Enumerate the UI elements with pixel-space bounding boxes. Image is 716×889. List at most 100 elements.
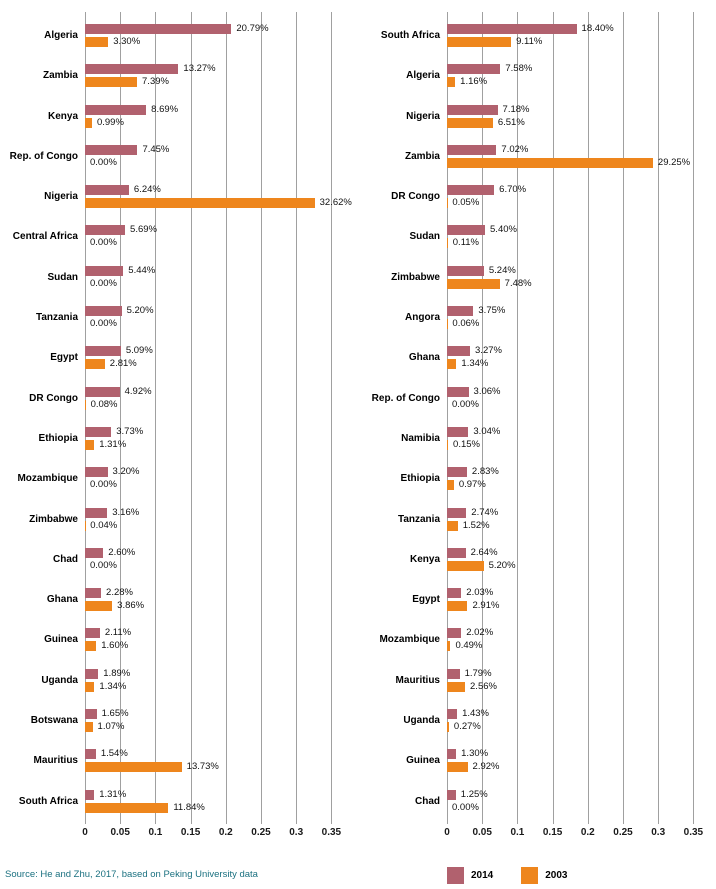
bar-line-2014: 6.70% (447, 185, 716, 196)
value-label-2003: 0.00% (90, 156, 117, 168)
gridline (261, 12, 262, 824)
bar-2014 (85, 24, 232, 34)
value-label-2003: 13.73% (186, 761, 219, 773)
bar-2003 (85, 681, 95, 692)
bar-group: 3.27% 1.34% (447, 346, 716, 372)
bar-group: 6.24% 32.62% (85, 185, 358, 211)
value-label-2003: 0.00% (90, 318, 117, 330)
bar-line-2003: 0.00% (85, 238, 358, 248)
bar-group: 7.58% 1.16% (447, 64, 716, 90)
bar-line-2003: 0.00% (447, 399, 716, 410)
value-label-2014: 3.16% (112, 506, 140, 518)
bar-2014 (447, 588, 462, 599)
country-label: Guinea (406, 755, 440, 767)
bar-2003 (447, 641, 451, 652)
bar-2014 (447, 709, 458, 720)
value-label-2014: 1.89% (103, 667, 131, 679)
x-tick-label: 0 (444, 827, 450, 838)
value-label-2003: 0.00% (90, 237, 117, 249)
bar-2014 (447, 64, 501, 75)
country-row: South Africa 1.31% 11.84% (0, 778, 358, 818)
value-label-2014: 2.02% (466, 627, 494, 639)
x-tick-label: 0.35 (683, 827, 704, 838)
country-label: South Africa (18, 795, 78, 807)
bar-2014 (447, 749, 457, 760)
value-label-2014: 8.69% (151, 103, 179, 115)
bar-2014 (447, 789, 456, 800)
country-label: Algeria (406, 70, 440, 82)
value-label-2014: 2.28% (106, 587, 133, 599)
bar-line-2014: 2.83% (447, 467, 716, 478)
bar-2003 (85, 439, 95, 450)
value-label-2014: 20.79% (236, 23, 269, 34)
bar-line-2014: 5.24% (447, 264, 716, 276)
bar-line-2014: 2.74% (447, 506, 716, 518)
legend-swatch-2014 (447, 867, 464, 884)
value-label-2014: 5.40% (490, 224, 517, 236)
x-tick-label: 0.05 (110, 827, 130, 838)
bar-group: 3.73% 1.31% (85, 426, 358, 453)
value-label-2014: 5.24% (488, 264, 516, 276)
bar-2014 (85, 386, 120, 397)
country-row: DR Congo 6.70% 0.05% (358, 173, 716, 213)
bar-line-2003: 0.11% (447, 237, 716, 249)
value-label-2003: 0.11% (452, 237, 479, 249)
bar-line-2003: 29.25% (447, 157, 716, 168)
x-axis-ticks: 0 0.05 0.1 0.15 0.2 0.25 0.3 0.35 (82, 827, 341, 841)
value-label-2014: 6.24% (133, 184, 161, 196)
value-label-2003: 0.04% (90, 519, 118, 531)
country-label: Nigeria (406, 110, 440, 122)
value-label-2014: 7.45% (142, 143, 170, 155)
value-label-2003: 0.00% (90, 559, 117, 571)
value-label-2014: 5.20% (126, 305, 154, 317)
country-label: Kenya (409, 553, 440, 565)
gridline (85, 12, 86, 824)
bar-2003 (447, 359, 457, 370)
bar-group: 1.30% 2.92% (447, 749, 716, 775)
bar-group: 4.92% 0.08% (85, 386, 358, 413)
bar-2003 (447, 722, 449, 733)
bar-group: 3.75% 0.06% (447, 306, 716, 332)
country-row: Uganda 1.43% 0.27% (358, 697, 716, 737)
value-label-2014: 1.65% (101, 708, 129, 720)
bar-line-2003: 0.05% (447, 198, 716, 209)
bar-line-2003: 2.91% (447, 601, 716, 612)
bar-line-2003: 7.48% (447, 278, 716, 289)
bar-line-2003: 0.00% (85, 156, 358, 168)
bar-2003 (85, 359, 105, 370)
country-label: Ghana (408, 352, 440, 364)
bar-line-2003: 0.49% (447, 641, 716, 652)
bar-2014 (447, 225, 486, 236)
value-label-2014: 7.02% (501, 143, 529, 155)
value-label-2003: 0.06% (452, 318, 480, 330)
country-row: Sudan 5.44% 0.00% (0, 254, 358, 294)
country-label: Zambia (404, 150, 440, 162)
country-row: Zambia 13.27% 7.39% (0, 52, 358, 92)
bar-line-2014: 2.60% (85, 547, 358, 558)
bar-line-2003: 0.99% (85, 117, 358, 128)
bar-group: 7.45% 0.00% (85, 143, 358, 171)
country-row: DR Congo 4.92% 0.08% (0, 375, 358, 415)
bar-2014 (447, 144, 497, 155)
bar-line-2014: 1.30% (447, 749, 716, 760)
value-label-2003: 7.39% (142, 76, 169, 88)
rows: South Africa 18.40% 9.11% Algeria 7.58% 1.16%… (358, 0, 716, 818)
bar-line-2014: 1.54% (85, 749, 358, 760)
bar-2014 (85, 144, 138, 155)
bar-group: 6.70% 0.05% (447, 185, 716, 211)
country-row: Algeria 20.79% 3.30% (0, 12, 358, 52)
x-tick-label: 0.1 (510, 827, 525, 838)
country-label: Mauritius (33, 755, 78, 767)
value-label-2014: 2.74% (471, 506, 499, 518)
bar-line-2014: 1.43% (447, 709, 716, 720)
bar-2003 (447, 238, 448, 249)
bar-line-2003: 0.27% (447, 722, 716, 733)
bar-line-2014: 2.03% (447, 588, 716, 599)
bar-2014 (85, 225, 126, 236)
bar-2003 (447, 560, 484, 571)
country-row: Zambia 7.02% 29.25% (358, 133, 716, 173)
bar-group: 1.31% 11.84% (85, 789, 358, 816)
bar-line-2014: 6.24% (85, 184, 358, 196)
bar-group: 5.69% 0.00% (85, 225, 358, 251)
gridline (190, 12, 192, 824)
